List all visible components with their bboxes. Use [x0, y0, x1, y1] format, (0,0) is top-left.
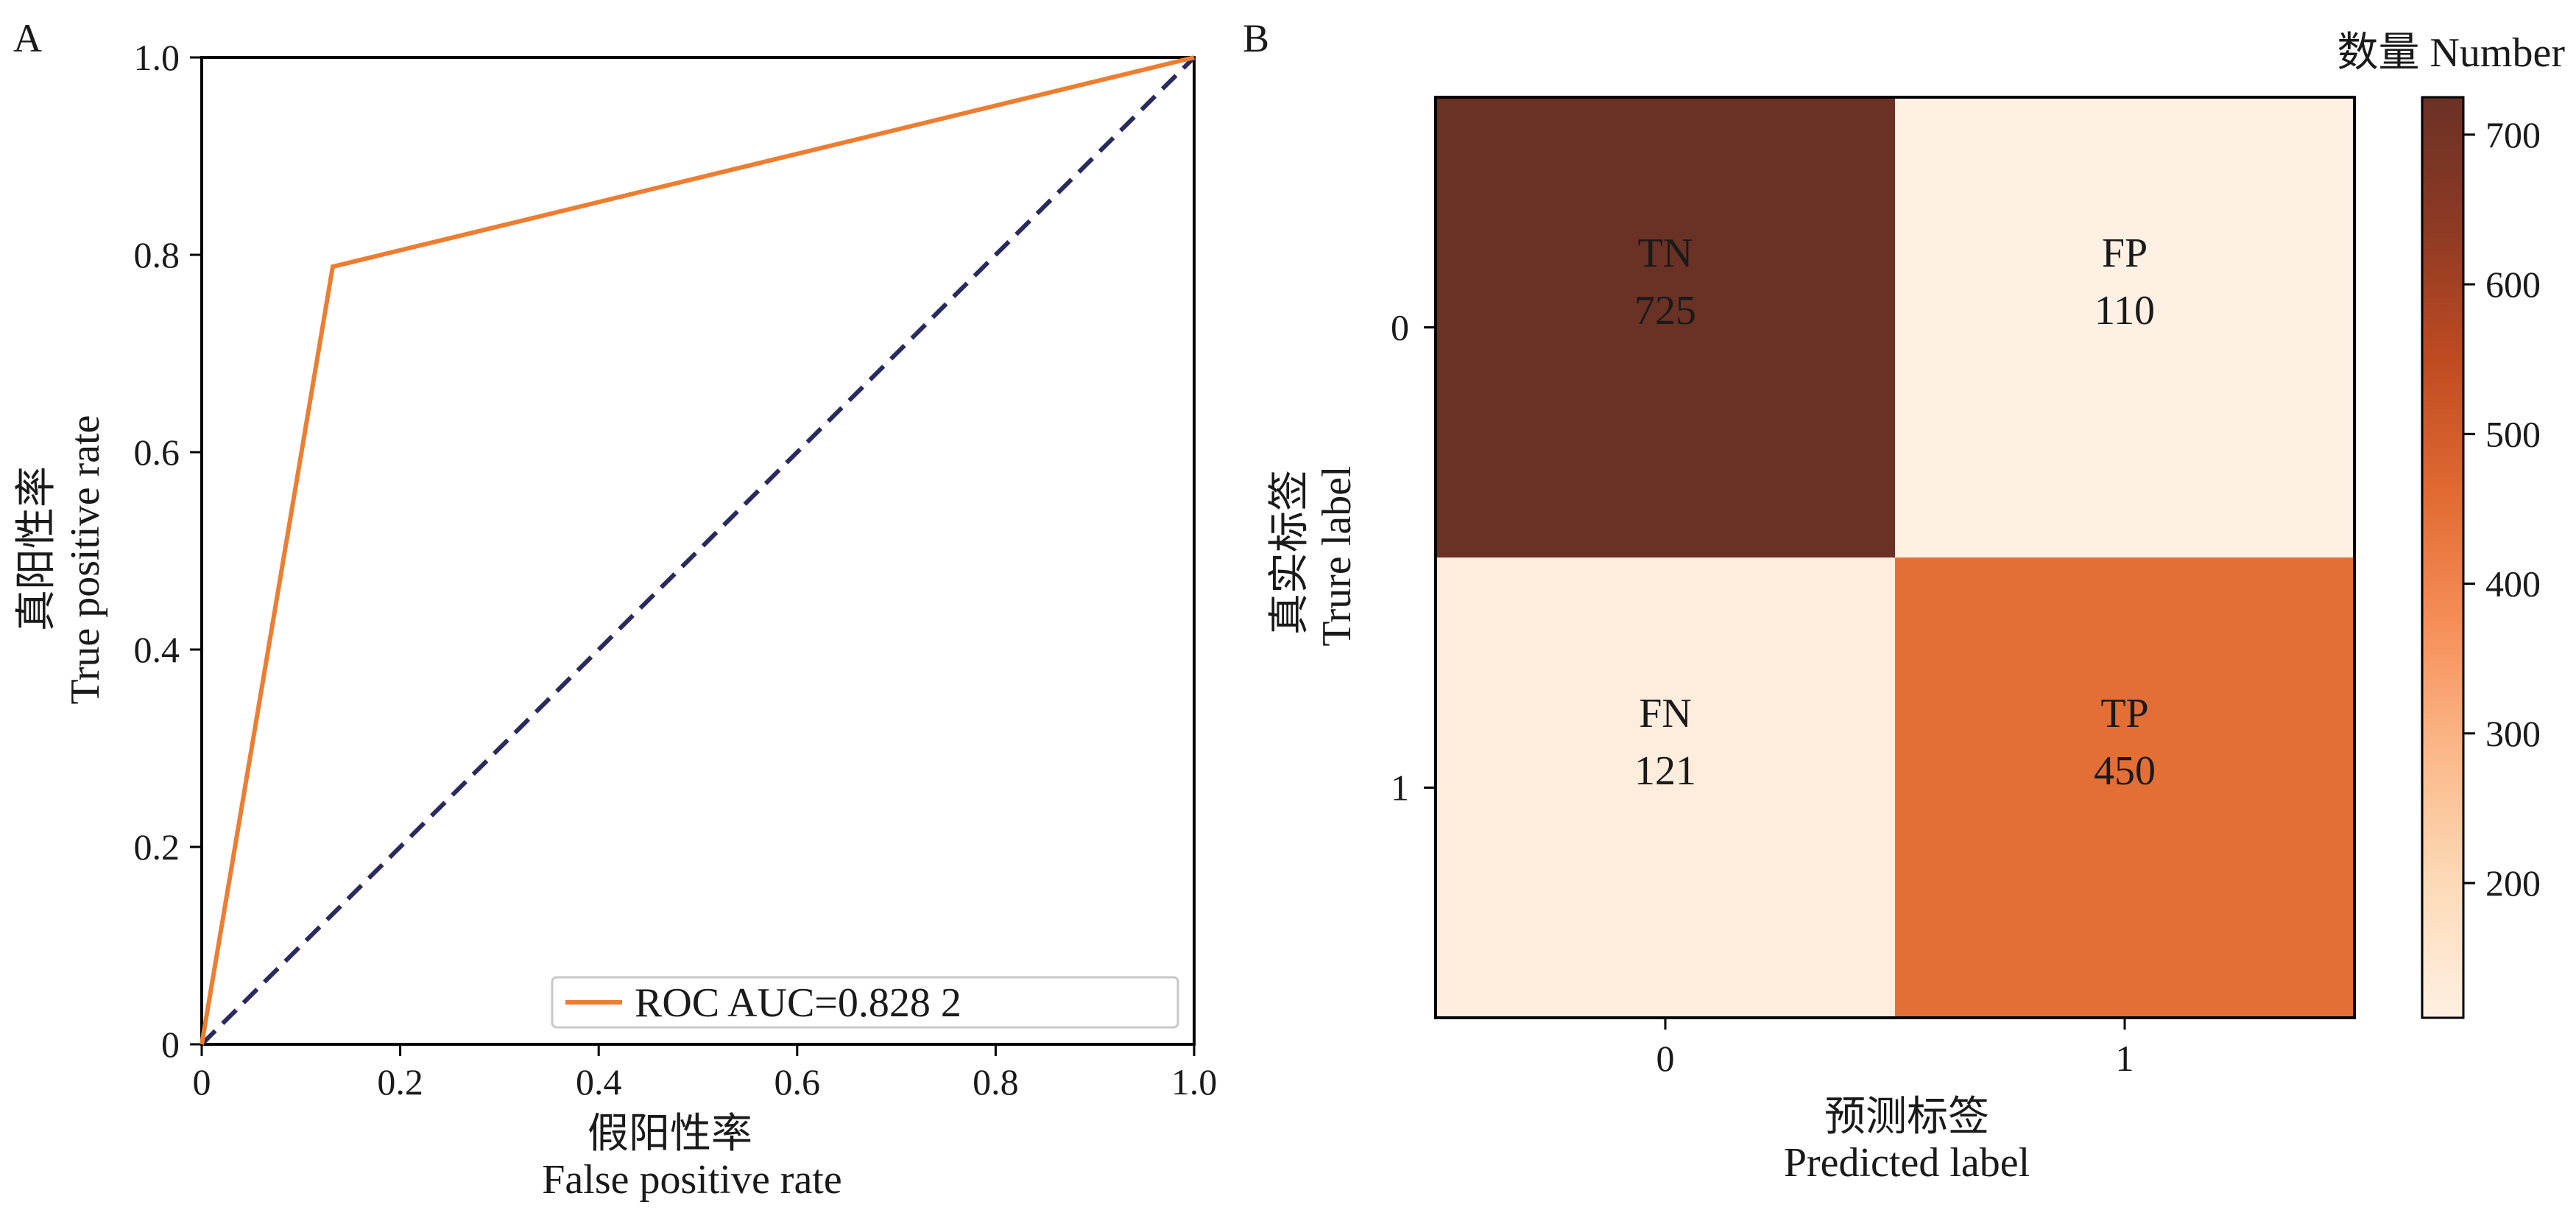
colorbar — [2421, 96, 2465, 1019]
panel-b-letter: B — [1243, 16, 1269, 60]
cm-xlabel-en: Predicted label — [1784, 1140, 2030, 1186]
roc-xlabel-zh: 假阳性率 — [587, 1111, 752, 1157]
cm-cell-tag: FP — [2102, 231, 2148, 276]
roc-xlabel-en: False positive rate — [542, 1157, 841, 1203]
cm-y-tick-label: 0 — [1391, 307, 1409, 348]
roc-y-tick-label: 0.4 — [134, 629, 180, 670]
colorbar-tick-label: 600 — [2485, 264, 2541, 305]
legend-label: ROC AUC=0.828 2 — [635, 980, 961, 1026]
roc-x-tick-label: 0.2 — [377, 1061, 423, 1102]
colorbar-tick-label: 400 — [2485, 563, 2541, 605]
roc-curve-line — [200, 55, 1195, 1045]
cm-cell-tag: TP — [2100, 691, 2148, 736]
cm-x-tick-label: 0 — [1656, 1038, 1675, 1079]
cm-cell-fp — [1895, 97, 2354, 557]
cm-cell-tag: TN — [1638, 231, 1693, 276]
cm-y-tick-label: 1 — [1391, 767, 1409, 809]
roc-x-tick-label: 0.4 — [576, 1061, 622, 1102]
roc-ylabel-zh: 真阳性率 — [14, 466, 60, 631]
cm-ylabel-en: Trure label — [1314, 465, 1360, 646]
roc-x-tick-label: 0.8 — [973, 1061, 1019, 1102]
cm-cell-value: 725 — [1634, 288, 1696, 334]
cm-cell-value: 121 — [1634, 748, 1696, 794]
roc-panel: A 0 0.2 0.4 0.6 0.8 1.0 0 0.2 0.4 0.6 0.8 1.0 ROC A… — [13, 16, 1217, 1203]
cm-cell-value: 110 — [2095, 288, 2155, 334]
colorbar-tick-label: 300 — [2485, 713, 2541, 754]
roc-legend: ROC AUC=0.828 2 — [551, 976, 1179, 1029]
roc-y-tick-label: 0.2 — [134, 826, 180, 868]
chance-diagonal-line — [200, 55, 1196, 1047]
cm-xlabel-zh: 预测标签 — [1824, 1094, 1989, 1140]
cm-ylabel-zh: 真实标签 — [1267, 470, 1313, 635]
colorbar-title: 数量 Number — [2337, 30, 2565, 76]
cm-cell-value: 450 — [2094, 748, 2156, 794]
cm-x-tick-label: 1 — [2116, 1038, 2134, 1079]
panel-a-letter: A — [13, 16, 42, 60]
cm-cell-tp — [1895, 557, 2354, 1018]
cm-cell-tn — [1436, 97, 1895, 557]
cm-frame — [1434, 96, 2356, 1019]
roc-ticks: 0 0.2 0.4 0.6 0.8 1.0 0 0.2 0.4 0.6 0.8 1.0 — [134, 37, 1218, 1102]
cm-cell-tag: FN — [1639, 691, 1692, 736]
roc-x-tick-label: 1.0 — [1171, 1061, 1218, 1102]
roc-x-tick-label: 0.6 — [774, 1061, 821, 1102]
colorbar-tick-label: 700 — [2485, 114, 2541, 155]
colorbar-tick-label: 200 — [2485, 862, 2541, 904]
colorbar-ticks: 200 300 400 500 600 700 — [2463, 114, 2541, 904]
roc-y-tick-label: 0.8 — [134, 234, 180, 275]
roc-ylabel-en: True positive rate — [63, 415, 108, 705]
cm-ticks: 0 1 0 1 — [1391, 307, 2134, 1080]
confusion-matrix-cells: TN 725 FP 110 FN 121 TP 450 — [1436, 97, 2354, 1018]
cm-cell-fn — [1436, 557, 1895, 1018]
legend-box — [551, 976, 1179, 1029]
colorbar-tick-label: 500 — [2485, 413, 2541, 454]
roc-y-tick-label: 0.6 — [134, 432, 180, 473]
roc-x-tick-label: 0 — [193, 1061, 211, 1102]
confusion-matrix-panel: B TN 725 FP 110 FN 121 TP 450 0 1 0 1 预测标签 Predict… — [1243, 16, 2565, 1186]
roc-y-tick-label: 0 — [161, 1024, 180, 1065]
roc-y-tick-label: 1.0 — [134, 37, 180, 78]
